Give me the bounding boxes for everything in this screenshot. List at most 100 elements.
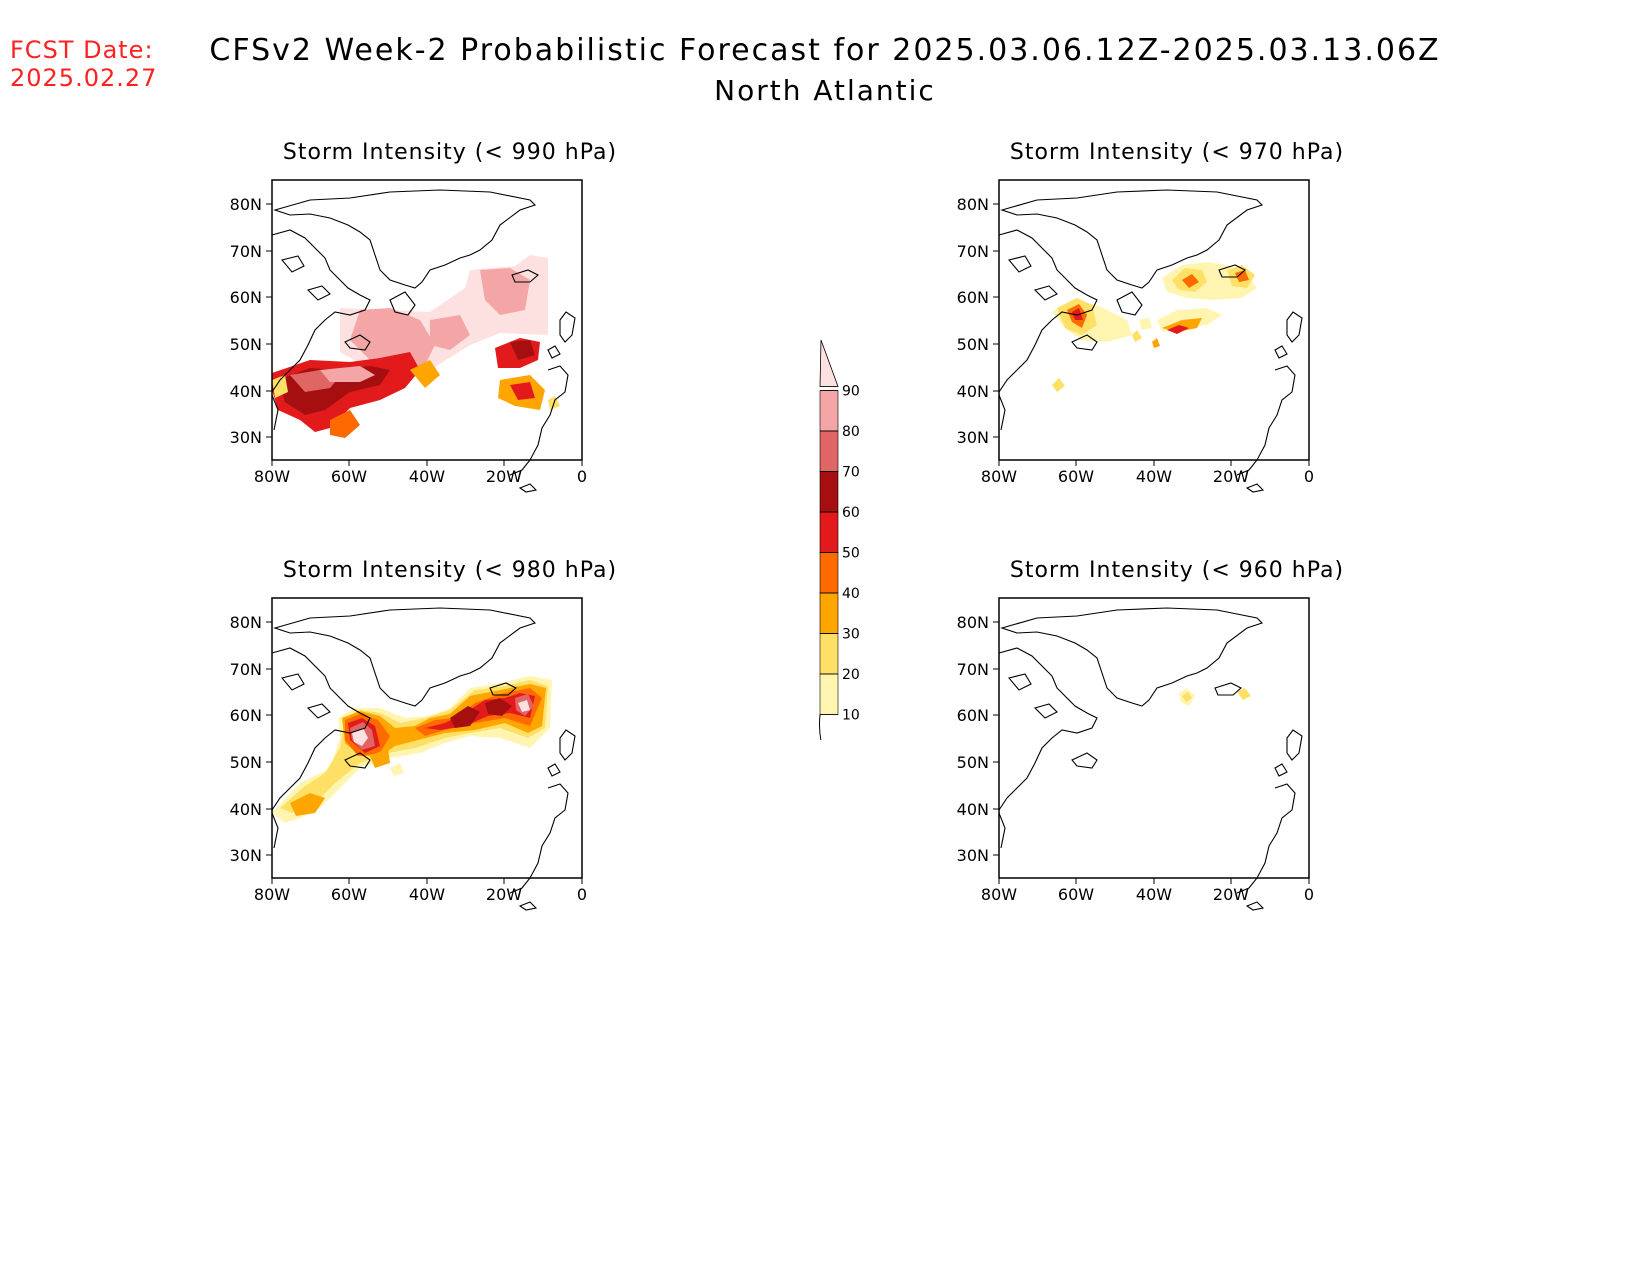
forecast-date-value: 2025.02.27: [10, 64, 158, 92]
panel-960: Storm Intensity (< 960 hPa) 80N 70N 60N …: [957, 558, 1377, 948]
svg-text:60W: 60W: [1058, 885, 1094, 904]
colorbar-cap-bottom: [819, 714, 825, 753]
lat-ticks: 80N 70N 60N 50N 40N 30N: [957, 613, 999, 865]
svg-text:30N: 30N: [230, 428, 262, 447]
svg-text:50N: 50N: [230, 753, 262, 772]
colorbar-cap-top: [819, 339, 839, 387]
colorbar-swatch: [819, 511, 839, 553]
colorbar-label: 80: [842, 424, 860, 440]
svg-text:0: 0: [1304, 885, 1314, 904]
svg-text:80N: 80N: [957, 195, 989, 214]
colorbar-label: 70: [842, 465, 860, 481]
colorbar: 90 80 70 60 50 40 30 20 10: [800, 330, 880, 753]
map-frame: [998, 179, 1310, 461]
colorbar-swatch: [819, 673, 839, 715]
lat-ticks: 80N 70N 60N 50N 40N 30N: [957, 195, 999, 447]
map-970: 80N 70N 60N 50N 40N 30N 80W 60W 40W 20W …: [957, 179, 1314, 493]
colorbar-label: 60: [842, 505, 860, 521]
colorbar-swatch: [819, 390, 839, 432]
map-frame: [998, 597, 1310, 879]
panel-990: Storm Intensity (< 990 hPa): [230, 140, 650, 530]
svg-text:80W: 80W: [254, 885, 290, 904]
map-960: 80N 70N 60N 50N 40N 30N 80W 60W 40W 20W …: [957, 597, 1314, 911]
panel-980: Storm Intensity (< 980 hPa): [230, 558, 650, 948]
panel-title: Storm Intensity (< 970 hPa): [1009, 140, 1345, 165]
svg-text:0: 0: [577, 885, 587, 904]
lon-ticks: 80W 60W 40W 20W 0: [981, 878, 1314, 904]
svg-text:70N: 70N: [230, 242, 262, 261]
map-980: 80N 70N 60N 50N 40N 30N 80W 60W 40W 20W …: [230, 597, 587, 911]
colorbar-label: 10: [842, 708, 860, 724]
svg-text:40W: 40W: [1136, 467, 1172, 486]
colorbar-swatch: [819, 552, 839, 594]
svg-text:80N: 80N: [957, 613, 989, 632]
lat-ticks: 80N 70N 60N 50N 40N 30N: [230, 195, 272, 447]
colorbar-swatch: [819, 633, 839, 675]
colorbar-swatch: [819, 471, 839, 513]
lat-ticks: 80N 70N 60N 50N 40N 30N: [230, 613, 272, 865]
lon-ticks: 80W 60W 40W 20W 0: [981, 460, 1314, 486]
svg-text:60W: 60W: [331, 885, 367, 904]
forecast-date-label: FCST Date:: [10, 36, 154, 64]
coastline: [998, 189, 1303, 493]
lon-ticks: 80W 60W 40W 20W 0: [254, 878, 587, 904]
svg-text:0: 0: [1304, 467, 1314, 486]
panel-title: Storm Intensity (< 990 hPa): [282, 140, 618, 165]
panel-title: Storm Intensity (< 980 hPa): [282, 558, 618, 583]
svg-text:30N: 30N: [230, 846, 262, 865]
svg-text:80W: 80W: [981, 885, 1017, 904]
svg-text:20W: 20W: [486, 885, 522, 904]
probability-shading: [272, 255, 560, 438]
main-title: CFSv2 Week-2 Probabilistic Forecast for …: [209, 33, 1441, 68]
svg-text:40N: 40N: [230, 382, 262, 401]
svg-text:20W: 20W: [1213, 467, 1249, 486]
svg-text:0: 0: [577, 467, 587, 486]
svg-text:30N: 30N: [957, 428, 989, 447]
region-subtitle: North Atlantic: [714, 74, 936, 107]
colorbar-svg: 90 80 70 60 50 40 30 20 10: [819, 339, 860, 753]
svg-text:40W: 40W: [1136, 885, 1172, 904]
svg-text:20W: 20W: [1213, 885, 1249, 904]
svg-text:50N: 50N: [957, 753, 989, 772]
svg-text:60W: 60W: [331, 467, 367, 486]
svg-text:60N: 60N: [957, 706, 989, 725]
svg-text:60W: 60W: [1058, 467, 1094, 486]
svg-text:40W: 40W: [409, 885, 445, 904]
svg-text:40N: 40N: [957, 382, 989, 401]
svg-text:60N: 60N: [230, 706, 262, 725]
colorbar-swatch: [819, 592, 839, 634]
probability-shading: [272, 676, 552, 823]
coastline: [271, 189, 576, 493]
probability-shading: [1179, 688, 1251, 706]
probability-shading: [1052, 262, 1257, 392]
svg-text:20W: 20W: [486, 467, 522, 486]
svg-text:80N: 80N: [230, 613, 262, 632]
map-990: 80N 70N 60N 50N 40N 30N 80W 60W 40W 20W …: [230, 179, 587, 493]
svg-text:50N: 50N: [230, 335, 262, 354]
svg-text:40N: 40N: [957, 800, 989, 819]
svg-text:40N: 40N: [230, 800, 262, 819]
lon-ticks: 80W 60W 40W 20W 0: [254, 460, 587, 486]
colorbar-swatch: [819, 430, 839, 472]
svg-text:80W: 80W: [981, 467, 1017, 486]
coastline: [998, 607, 1303, 911]
svg-text:60N: 60N: [230, 288, 262, 307]
colorbar-label: 30: [842, 627, 860, 643]
coastline: [271, 607, 576, 911]
panel-title: Storm Intensity (< 960 hPa): [1009, 558, 1345, 583]
panel-970: Storm Intensity (< 970 hPa): [957, 140, 1377, 530]
svg-text:50N: 50N: [957, 335, 989, 354]
svg-text:70N: 70N: [957, 242, 989, 261]
colorbar-label: 20: [842, 667, 860, 683]
forecast-date-block: FCST Date: 2025.02.27: [10, 36, 157, 92]
svg-text:80N: 80N: [230, 195, 262, 214]
colorbar-label: 40: [842, 586, 860, 602]
colorbar-label: 90: [842, 384, 860, 400]
svg-text:60N: 60N: [957, 288, 989, 307]
svg-text:30N: 30N: [957, 846, 989, 865]
svg-text:40W: 40W: [409, 467, 445, 486]
svg-text:80W: 80W: [254, 467, 290, 486]
svg-text:70N: 70N: [957, 660, 989, 679]
colorbar-label: 50: [842, 546, 860, 562]
svg-text:70N: 70N: [230, 660, 262, 679]
